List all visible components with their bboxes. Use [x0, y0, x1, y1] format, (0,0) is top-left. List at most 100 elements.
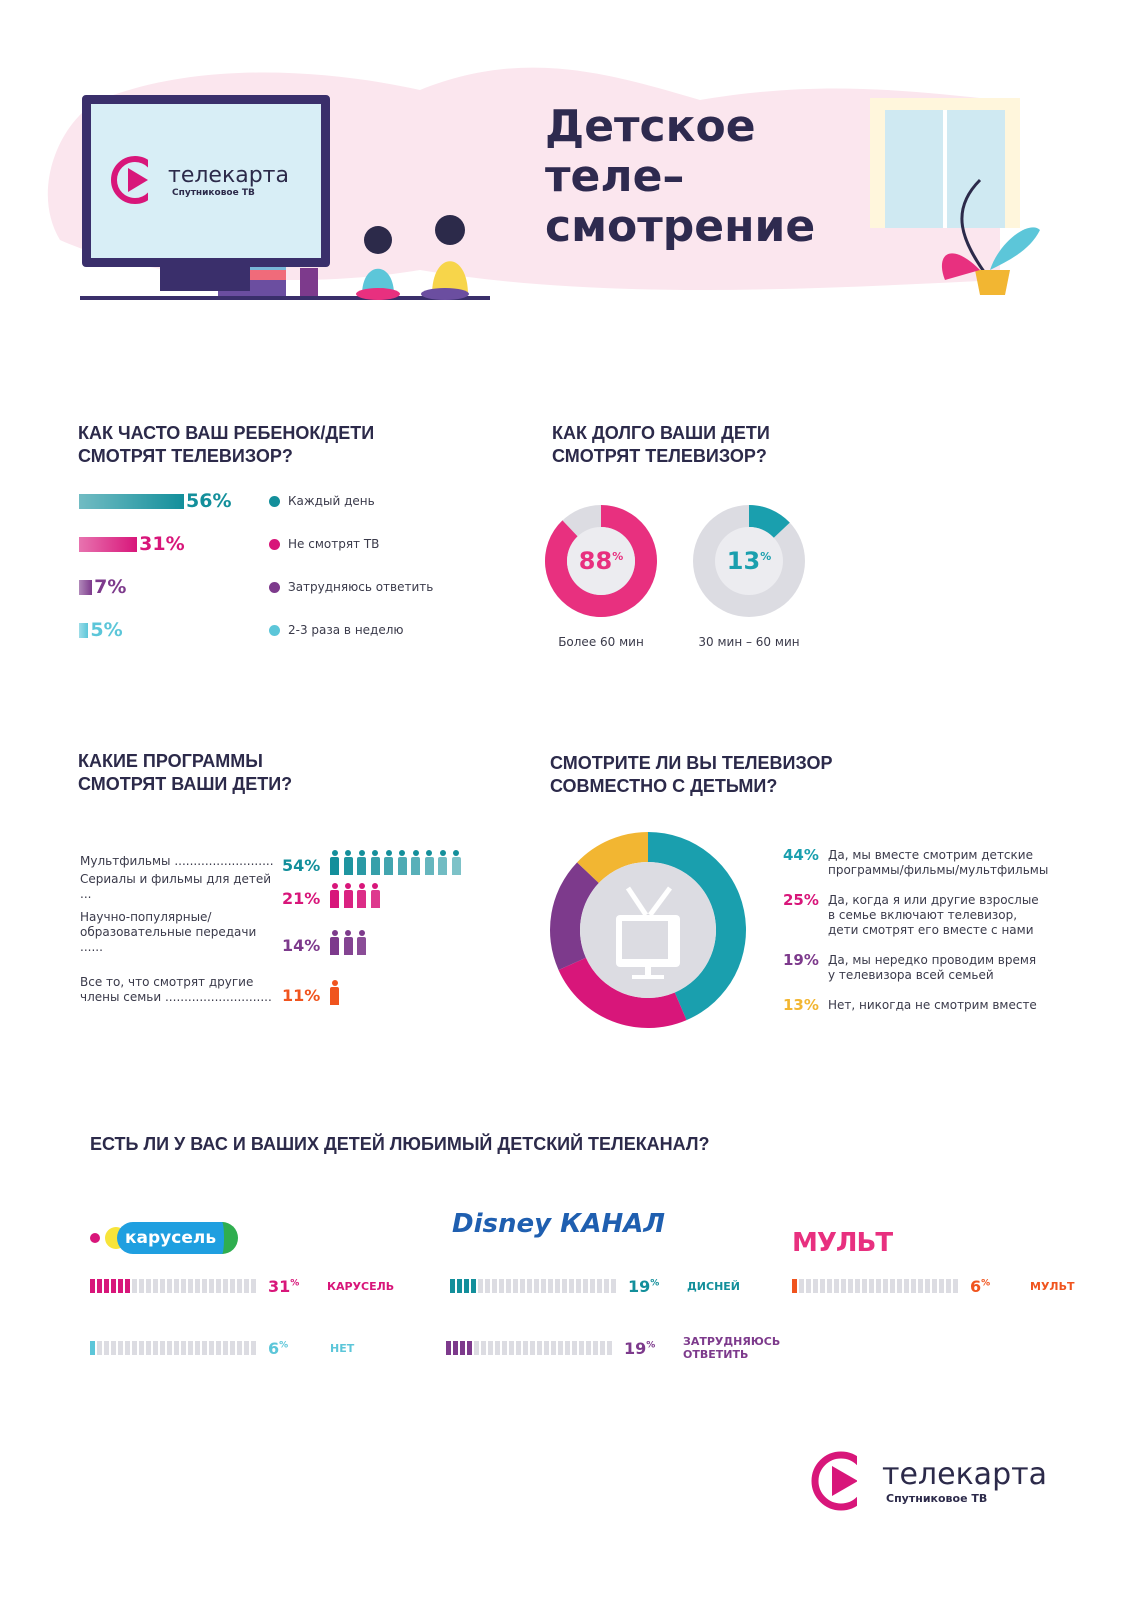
section-title-duration: КАК ДОЛГО ВАШИ ДЕТИ СМОТРЯТ ТЕЛЕВИЗОР? [552, 423, 770, 466]
person-icon [330, 850, 339, 875]
bar-segment [450, 1279, 455, 1293]
bar-segment [548, 1279, 553, 1293]
bar-segment [558, 1341, 563, 1355]
footer-logo-sub: Спутниковое ТВ [886, 1492, 988, 1505]
bar-segment [820, 1279, 825, 1293]
person-icon [330, 930, 339, 955]
person-body [411, 857, 420, 875]
bar-segment [530, 1341, 535, 1355]
person-head [358, 883, 365, 889]
bar-segment [153, 1341, 158, 1355]
channel-label: НЕТ [330, 1341, 355, 1355]
cowatch-value: 19% [783, 951, 819, 969]
bar-segment [118, 1341, 123, 1355]
cowatch-label: Да, мы нередко проводим время у телевизо… [828, 953, 1037, 982]
bar-segment [492, 1279, 497, 1293]
program-row: Научно-популярные/ образовательные перед… [80, 910, 500, 955]
legend-item: 2-3 раза в неделю [269, 623, 404, 637]
bar-segment [544, 1341, 549, 1355]
person-body [357, 857, 366, 875]
person-head [331, 883, 338, 889]
bar-segment [111, 1279, 116, 1293]
disney-logo: Disney КАНАЛ [452, 1209, 665, 1239]
bar-segment [516, 1341, 521, 1355]
bar-segment [474, 1341, 479, 1355]
person-head [331, 850, 338, 856]
channel-value: 19% [624, 1339, 655, 1358]
bar-segment [792, 1279, 797, 1293]
telekarta-logo-icon [811, 1450, 872, 1512]
cowatch-label: Да, мы вместе смотрим детские программы/… [828, 848, 1049, 877]
percent-sign: % [646, 1340, 656, 1351]
duration-label: Более 60 мин [558, 635, 644, 649]
person-icon [424, 850, 434, 875]
bar-segment [181, 1279, 186, 1293]
cowatch-label: Да, когда я или другие взрослые в семье … [828, 893, 1039, 937]
bar-segment [502, 1341, 507, 1355]
bar-segment [223, 1341, 228, 1355]
bar-segment [97, 1341, 102, 1355]
channel-row: 19% ДИСНЕЙ [450, 1276, 810, 1296]
channel-value: 6% [970, 1277, 990, 1296]
value-number: 6 [268, 1338, 280, 1358]
frequency-row: 5% 2-3 раза в неделю [79, 619, 479, 641]
bar-segment [862, 1279, 867, 1293]
bar-segment [513, 1279, 518, 1293]
person-body [451, 857, 461, 875]
frequency-bar [79, 493, 184, 509]
person-body [397, 857, 407, 875]
bar-segment [897, 1279, 902, 1293]
bar-segment [174, 1279, 179, 1293]
bar-segment [527, 1279, 532, 1293]
duration-donut-item: 13% 30 мин – 60 мин [693, 505, 805, 649]
footer-logo-name: телекарта [882, 1457, 1047, 1492]
bar-segment [160, 1341, 165, 1355]
bar-segment [855, 1279, 860, 1293]
bar-segment [216, 1341, 221, 1355]
section-title-programs: КАКИЕ ПРОГРАММЫ СМОТРЯТ ВАШИ ДЕТИ? [78, 751, 293, 794]
bar-segment [911, 1279, 916, 1293]
donut-segment [749, 505, 790, 538]
channel-segment-bar [792, 1279, 958, 1293]
frequency-value: 56% [186, 490, 232, 512]
channel-segment-bar [90, 1341, 256, 1355]
section-title-channels: ЕСТЬ ЛИ У ВАС И ВАШИХ ДЕТЕЙ ЛЮБИМЫЙ ДЕТС… [90, 1134, 710, 1154]
bar-segment [446, 1341, 451, 1355]
bar-segment [471, 1279, 476, 1293]
person-icon [343, 883, 353, 908]
bar-segment [565, 1341, 570, 1355]
person-icon [370, 850, 380, 875]
bar-segment [160, 1279, 165, 1293]
legend-label: Затрудняюсь ответить [288, 580, 434, 594]
percent-sign: % [279, 1340, 289, 1351]
bar-segment [890, 1279, 895, 1293]
bar-segment [562, 1279, 567, 1293]
bar-segment [813, 1279, 818, 1293]
channel-value: 31% [268, 1277, 299, 1296]
bar-segment [593, 1341, 598, 1355]
bar-segment [541, 1279, 546, 1293]
bar-segment [495, 1341, 500, 1355]
program-row: Все то, что смотрят другие члены семьи .… [80, 975, 500, 1005]
bar-segment [600, 1341, 605, 1355]
bar-segment [146, 1279, 151, 1293]
person-body [357, 890, 366, 908]
channel-row: 19% ЗАТРУДНЯЮСЬ ОТВЕТИТЬ [446, 1335, 806, 1361]
value-number: 19 [624, 1338, 647, 1358]
cowatch-segment [558, 957, 687, 1028]
person-body [330, 987, 339, 1005]
cowatch-value: 13% [783, 996, 819, 1014]
legend-dot [269, 538, 280, 550]
frequency-row: 31% Не смотрят ТВ [79, 533, 479, 555]
person-body [384, 857, 393, 875]
channel-label: ДИСНЕЙ [687, 1279, 741, 1293]
person-icon [357, 930, 366, 955]
person-body [438, 857, 447, 875]
person-head [412, 850, 419, 856]
legend-item: Каждый день [269, 494, 375, 508]
program-label: Все то, что смотрят другие члены семьи .… [80, 975, 272, 1004]
person-head [426, 850, 432, 856]
bar-segment [841, 1279, 846, 1293]
duration-value: 13% [693, 547, 805, 575]
person-icon [343, 930, 353, 955]
